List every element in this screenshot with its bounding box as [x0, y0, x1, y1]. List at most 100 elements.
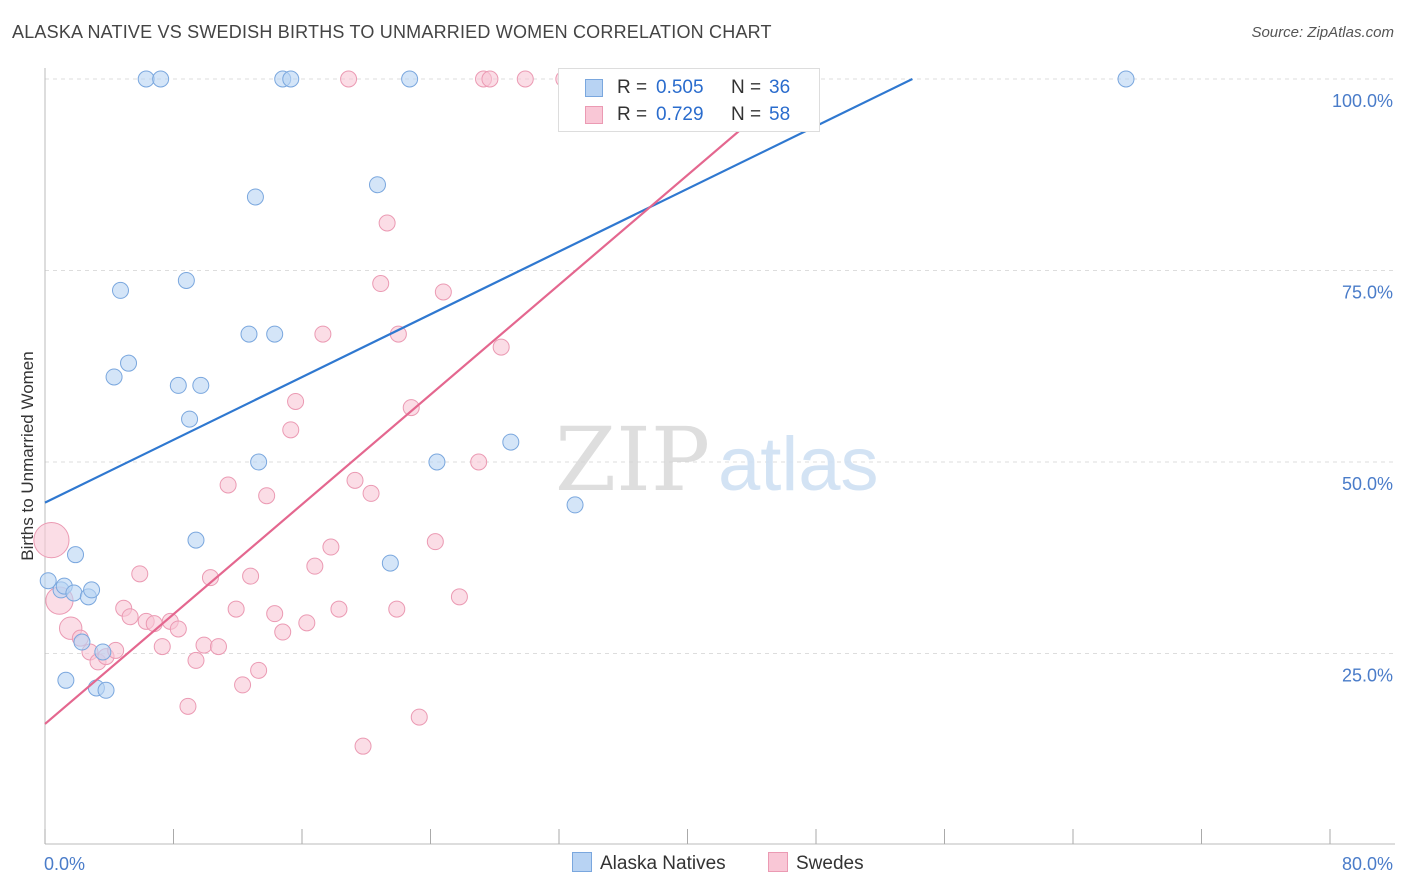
legend-r-value: 0.505	[656, 77, 704, 98]
point-swedes	[516, 70, 534, 88]
y-tick-label: 75.0%	[1342, 283, 1393, 303]
y-tick-label: 25.0%	[1342, 666, 1393, 686]
point-alaska-natives	[240, 325, 258, 343]
point-swedes	[322, 538, 340, 556]
legend-r-label: R =	[617, 104, 648, 125]
legend-r-value: 0.729	[656, 104, 704, 125]
point-swedes	[153, 638, 171, 656]
point-swedes	[426, 533, 444, 551]
chart-title: ALASKA NATIVE VS SWEDISH BIRTHS TO UNMAR…	[12, 22, 772, 42]
y-axis-label: Births to Unmarried Women	[18, 351, 37, 560]
legend-swatch-blue	[585, 79, 603, 97]
trend-line-swedes	[44, 78, 801, 725]
point-swedes	[274, 623, 292, 641]
point-swedes	[340, 70, 358, 88]
gridlines	[45, 78, 1395, 654]
point-swedes	[227, 600, 245, 618]
point-alaska-natives	[187, 531, 205, 549]
point-swedes	[209, 638, 227, 656]
point-swedes	[187, 651, 205, 669]
source-credit: Source: ZipAtlas.com	[1251, 24, 1394, 41]
point-swedes	[250, 661, 268, 679]
point-alaska-natives	[65, 584, 83, 602]
point-alaska-natives	[67, 546, 85, 564]
point-alaska-natives	[502, 433, 520, 451]
point-swedes	[410, 708, 428, 726]
point-swedes	[258, 487, 276, 505]
watermark-zip: ZIP	[555, 408, 710, 511]
legend-swatch-pink	[585, 106, 603, 124]
point-swedes	[306, 557, 324, 575]
legend-r-label: R =	[617, 77, 648, 98]
point-alaska-natives	[105, 368, 123, 386]
point-swedes	[330, 600, 348, 618]
point-swedes	[282, 421, 300, 439]
point-alaska-natives	[57, 671, 75, 689]
stats-legend: R = 0.505 N = 36 R = 0.729 N = 58	[558, 68, 820, 132]
point-alaska-natives	[246, 188, 264, 206]
point-alaska-natives	[177, 271, 195, 289]
point-alaska-natives	[97, 681, 115, 699]
point-swedes	[362, 484, 380, 502]
axes: 25.0% 50.0% 75.0% 100.0% 0.0% 80.0%	[44, 68, 1395, 874]
point-swedes	[234, 676, 252, 694]
point-swedes	[121, 608, 139, 626]
point-swedes	[492, 338, 510, 356]
point-alaska-natives	[566, 496, 584, 514]
y-tick-label: 100.0%	[1332, 91, 1393, 111]
legend-n-label: N =	[731, 104, 762, 125]
x-tick-label: 80.0%	[1342, 854, 1393, 874]
point-alaska-natives	[83, 581, 101, 599]
watermark-atlas: atlas	[718, 422, 879, 507]
point-swedes	[378, 214, 396, 232]
point-alaska-natives	[192, 376, 210, 394]
point-swedes	[314, 325, 332, 343]
point-swedes	[201, 569, 219, 587]
bottom-legend-swedes: Swedes	[768, 852, 864, 875]
point-alaska-natives	[428, 453, 446, 471]
point-swedes	[372, 275, 390, 293]
point-alaska-natives	[401, 70, 419, 88]
point-swedes	[298, 614, 316, 632]
point-swedes	[354, 737, 372, 755]
point-swedes	[470, 453, 488, 471]
point-swedes	[179, 697, 197, 715]
point-swedes	[402, 399, 420, 417]
point-swedes	[169, 620, 187, 638]
point-alaska-natives	[282, 70, 300, 88]
point-swedes	[346, 471, 364, 489]
point-alaska-natives	[120, 354, 138, 372]
point-alaska-natives	[39, 572, 57, 590]
point-alaska-natives	[266, 325, 284, 343]
point-alaska-natives	[1117, 70, 1135, 88]
point-swedes	[481, 70, 499, 88]
point-swedes	[388, 600, 406, 618]
point-swedes	[219, 476, 237, 494]
point-swedes	[266, 605, 284, 623]
point-alaska-natives	[250, 453, 268, 471]
legend-n-value: 36	[769, 77, 791, 98]
point-swedes	[33, 522, 70, 559]
point-swedes	[242, 567, 260, 585]
point-alaska-natives	[152, 70, 170, 88]
point-alaska-natives	[169, 376, 187, 394]
point-alaska-natives	[111, 281, 129, 299]
point-alaska-natives	[381, 554, 399, 572]
watermark: ZIP atlas	[555, 408, 879, 511]
bottom-swatch-pink	[768, 852, 788, 872]
point-alaska-natives	[73, 633, 91, 651]
point-alaska-natives	[368, 176, 386, 194]
point-swedes	[131, 565, 149, 583]
x-tick-label: 0.0%	[44, 854, 85, 874]
point-swedes	[450, 588, 468, 606]
y-tick-label: 50.0%	[1342, 474, 1393, 494]
bottom-legend-alaska-natives: Alaska Natives	[572, 852, 726, 875]
point-swedes	[287, 392, 305, 410]
legend-n-label: N =	[731, 77, 762, 98]
point-alaska-natives	[137, 70, 155, 88]
point-alaska-natives	[94, 643, 112, 661]
point-alaska-natives	[181, 410, 199, 428]
point-swedes	[434, 283, 452, 301]
bottom-legend-label: Alaska Natives	[600, 853, 726, 874]
